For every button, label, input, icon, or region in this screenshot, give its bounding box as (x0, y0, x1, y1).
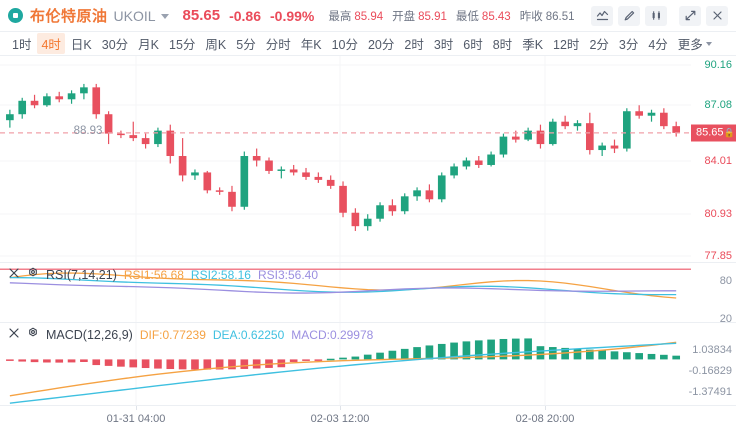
time-label-2: 02-08 20:00 (515, 413, 575, 425)
stat-3: 昨收 86.51 (520, 7, 575, 25)
rsi-close-icon[interactable] (8, 267, 20, 282)
timeframe-分时[interactable]: 分时 (265, 38, 291, 52)
timeframe-more-label: 更多 (677, 38, 703, 52)
rsi-settings-gear-icon[interactable] (27, 267, 39, 282)
timeframe-4分[interactable]: 4分 (648, 38, 668, 52)
timeframe-10分[interactable]: 10分 (331, 38, 358, 52)
timeframe-3分[interactable]: 3分 (618, 38, 639, 52)
symbol-name: 布伦特原油 (30, 8, 108, 25)
close-icon[interactable] (706, 5, 728, 26)
indicator-icon[interactable] (591, 5, 613, 26)
time-tick (340, 406, 341, 410)
time-label-0: 01-31 04:00 (106, 413, 166, 425)
stat-label: 昨收 (519, 10, 543, 23)
price-chart-panel[interactable]: 88.93 79.08 90.16 87.08 84.01 80.93 77.85 85.… (0, 56, 736, 262)
compare-icon[interactable] (645, 5, 667, 26)
timeframe-日K[interactable]: 日K (70, 38, 92, 52)
rsi-plot-area[interactable] (0, 263, 691, 322)
timeframe-月K[interactable]: 月K (138, 38, 159, 52)
chevron-down-icon (705, 41, 712, 46)
stat-label: 最高 (328, 10, 352, 23)
rsi-svg (0, 263, 691, 322)
timeframe-2时[interactable]: 2时 (404, 38, 424, 52)
time-label-1: 02-03 12:00 (310, 413, 370, 425)
stat-value: 85.43 (481, 10, 511, 23)
price-tick-4: 77.85 (704, 250, 732, 262)
brand-logo-icon (8, 8, 23, 23)
timeframe-3时[interactable]: 3时 (433, 38, 454, 52)
price-change: -0.86 (229, 7, 261, 24)
time-tick (136, 406, 137, 410)
macd-value-legend: MACD:0.29978 (291, 327, 374, 342)
macd-legend: MACD(12,26,9) DIF:0.77239 DEA:0.62250 MA… (8, 327, 373, 342)
macd-plot-area[interactable] (0, 323, 691, 405)
stat-0: 最高 85.94 (328, 7, 383, 25)
price-tick-3: 80.93 (704, 208, 732, 220)
stat-value: 85.94 (354, 10, 384, 23)
price-tick-0: 90.16 (704, 59, 732, 71)
price-stats: 最高 85.94 开盘 85.91 最低 85.43 昨收 86.51 (328, 7, 574, 25)
price-plot-area[interactable]: 88.93 79.08 (0, 56, 691, 262)
high-annotation: 88.93 (73, 125, 103, 137)
draw-pencil-icon[interactable] (618, 5, 640, 26)
rsi-tick-0: 80 (719, 275, 732, 287)
stat-value: 86.51 (545, 10, 575, 23)
macd-tick-2: -1.37491 (688, 386, 732, 398)
timeframe-15分[interactable]: 15分 (169, 38, 196, 52)
price-tick-1: 87.08 (704, 99, 732, 111)
timeframe-5分[interactable]: 5分 (236, 38, 256, 52)
current-price-value: 85.65 (696, 126, 724, 139)
macd-settings-gear-icon[interactable] (27, 327, 39, 342)
rsi-title: RSI(7,14,21) (46, 267, 117, 282)
stat-2: 最低 85.43 (456, 7, 511, 25)
timeframe-2分[interactable]: 2分 (589, 38, 609, 52)
timeframe-bar: 1时 4时 日K 30分 月K 15分 周K 5分 分时 年K 10分 20分 2时 3时 6时 8时 季K 12… (0, 32, 736, 56)
symbol-header: 布伦特原油 UKOIL 85.65 -0.86 -0.99% 最高 85.94 开盘… (0, 0, 736, 32)
price-y-axis[interactable]: 90.16 87.08 84.01 80.93 77.85 85.65 🔒 (691, 56, 736, 262)
macd-tick-0: 1.03834 (692, 344, 732, 356)
macd-tick-1: -0.16829 (688, 365, 732, 377)
rsi-legend: RSI(7,14,21) RSI1:56.68 RSI2:58.16 RSI3:… (8, 267, 318, 282)
time-axis[interactable]: 01-31 04:00 02-03 12:00 02-08 20:00 (0, 405, 736, 431)
dif-legend: DIF:0.77239 (139, 327, 206, 342)
timeframe-周K[interactable]: 周K (205, 38, 227, 52)
timeframe-4时[interactable]: 4时 (37, 33, 65, 54)
stat-label: 开盘 (392, 10, 416, 23)
timeframe-12时[interactable]: 12时 (553, 38, 580, 52)
header-toolbar (591, 5, 728, 26)
rsi-y-axis: 80 20 (691, 263, 736, 325)
lock-icon[interactable]: 🔒 (723, 127, 735, 138)
timeframe-20分[interactable]: 20分 (367, 38, 395, 52)
timeframe-1时[interactable]: 1时 (12, 38, 32, 52)
macd-close-icon[interactable] (8, 327, 20, 342)
rsi1-legend: RSI1:56.68 (123, 267, 184, 282)
macd-title: MACD(12,26,9) (46, 327, 133, 342)
timeframe-30分[interactable]: 30分 (101, 38, 129, 52)
timeframe-more-button[interactable]: 更多 (674, 33, 716, 54)
chevron-down-icon[interactable] (160, 14, 169, 19)
timeframe-6时[interactable]: 6时 (463, 38, 483, 52)
rsi2-legend: RSI2:58.16 (190, 267, 251, 282)
fullscreen-icon[interactable] (679, 5, 701, 26)
last-price: 85.65 (182, 7, 221, 24)
rsi3-legend: RSI3:56.40 (257, 267, 319, 282)
time-tick (545, 406, 546, 410)
stat-label: 最低 (455, 10, 479, 23)
macd-svg (6, 323, 681, 405)
symbol-code: UKOIL (113, 7, 156, 24)
stat-value: 85.91 (418, 10, 447, 23)
rsi-panel[interactable]: RSI(7,14,21) RSI1:56.68 RSI2:58.16 RSI3:… (0, 262, 736, 325)
macd-panel[interactable]: MACD(12,26,9) DIF:0.77239 DEA:0.62250 MA… (0, 322, 736, 405)
price-tick-2: 84.01 (704, 155, 732, 167)
timeframe-8时[interactable]: 8时 (492, 38, 513, 52)
candlestick-svg (0, 56, 691, 262)
timeframe-年K[interactable]: 年K (300, 38, 322, 52)
timeframe-季K[interactable]: 季K (522, 38, 544, 52)
macd-y-axis: 1.03834 -0.16829 -1.37491 (688, 323, 736, 405)
price-change-percent: -0.99% (270, 7, 315, 24)
dea-legend: DEA:0.62250 (212, 327, 285, 342)
stat-1: 开盘 85.91 (392, 7, 447, 25)
current-price-badge[interactable]: 85.65 🔒 (691, 124, 736, 142)
